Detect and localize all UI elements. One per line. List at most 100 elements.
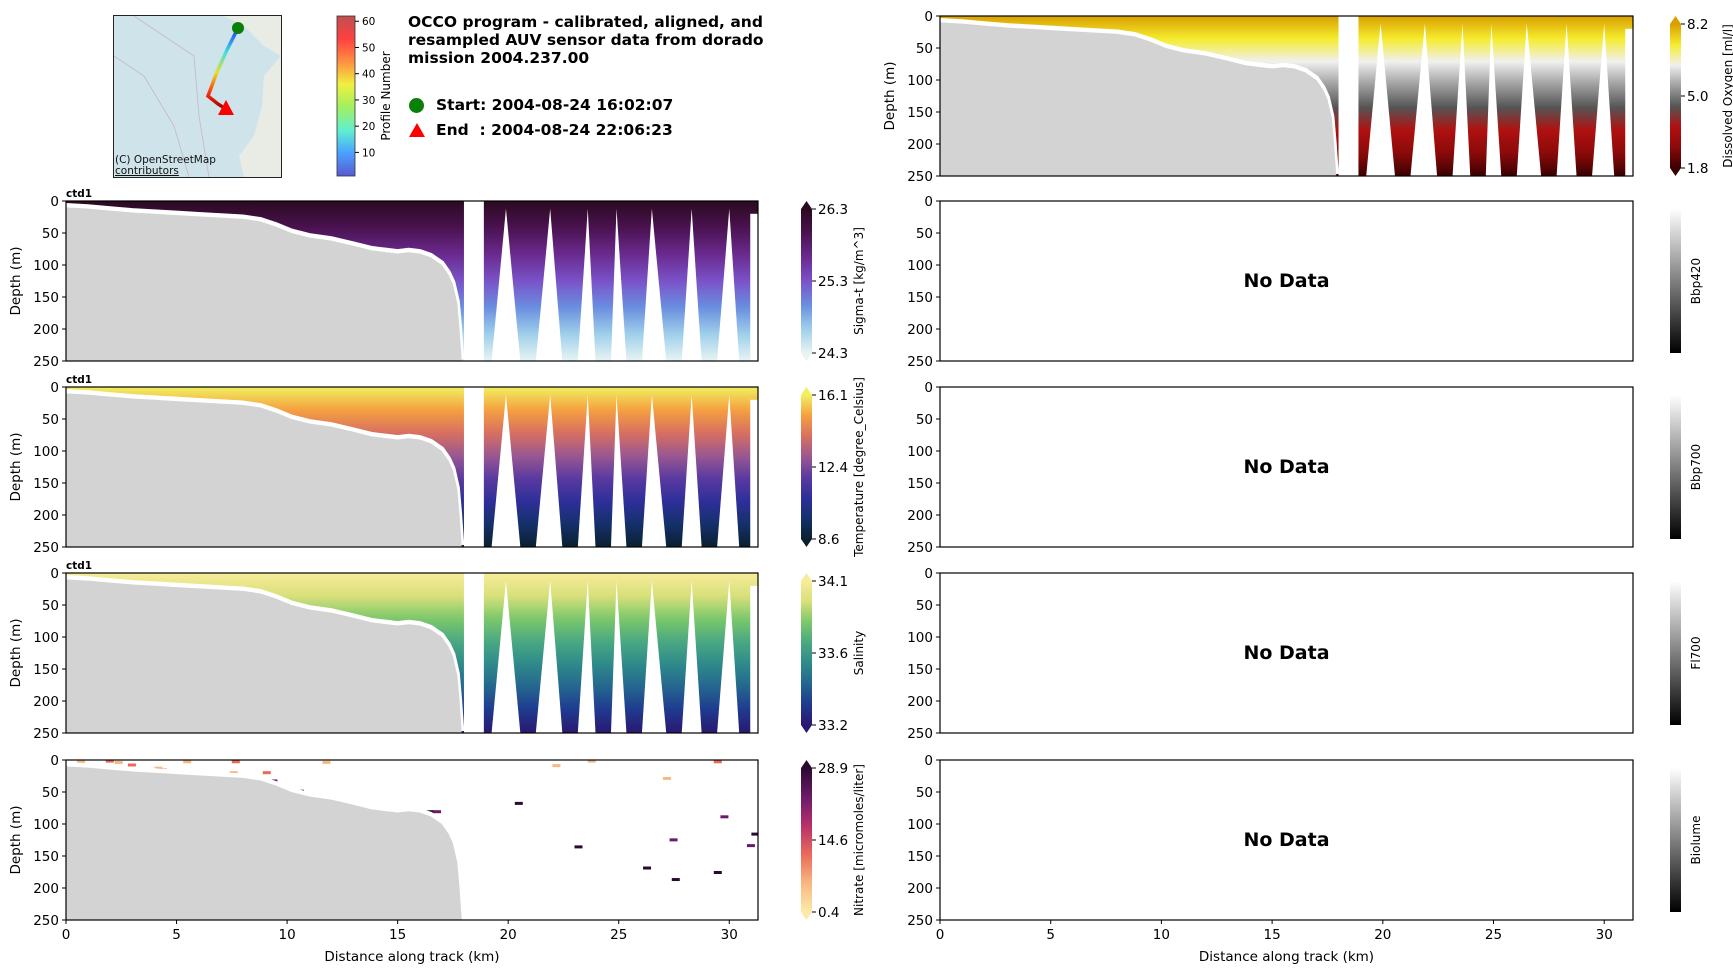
y-tick-label: 100 (33, 817, 59, 833)
no-data-label: No Data (1243, 642, 1329, 664)
y-tick-label: 200 (907, 694, 933, 710)
y-tick-label: 50 (916, 785, 933, 801)
colorbar-extend-min (1670, 168, 1681, 176)
colorbar-fl700: Fl700 (1670, 581, 1703, 725)
nitrate-sample (669, 838, 678, 842)
axes-frame (939, 200, 1634, 362)
x-tick-label: 30 (721, 927, 738, 943)
nitrate-sample (514, 801, 523, 805)
y-tick-label: 50 (42, 598, 59, 614)
colorbar-salinity: 34.1 33.6 33.2 Salinity (801, 573, 866, 734)
profile-gap (1592, 23, 1615, 176)
y-tick-label: 150 (33, 476, 59, 492)
colorbar-tick-label: 24.3 (818, 346, 848, 362)
y-tick-label: 200 (33, 322, 59, 338)
track-map: (C) OpenStreetMap contributors (113, 15, 282, 178)
colorbar-gradient (1670, 581, 1681, 725)
nitrate-sample (154, 766, 163, 770)
map-credit-line1: (C) OpenStreetMap (115, 154, 216, 166)
colorbar-label: Nitrate [micromoles/liter] (852, 764, 866, 916)
panel-label: ctd1 (66, 560, 92, 572)
panel-dissolved_oxygen: 0 50 100 150 200 250 Depth (m) 8.2 5.0 1.8 Dissolv… (882, 9, 1733, 185)
axes-frame (939, 386, 1634, 548)
nitrate-sample (662, 776, 671, 780)
colorbar-extend-min (801, 539, 812, 547)
y-tick-label: 200 (907, 137, 933, 153)
colorbar-label: Temperature [degree_Celsius] (852, 377, 866, 558)
colorbar-nitrate: 28.9 14.6 0.4 Nitrate [micromoles/liter] (801, 760, 866, 921)
colorbar-tick-label: 12.4 (818, 460, 848, 476)
profile-gap (1625, 28, 1633, 176)
y-tick-label: 50 (916, 598, 933, 614)
colorbar-tick-label: 26.3 (818, 202, 848, 218)
colorbar-label: Sigma-t [kg/m^3] (852, 227, 866, 335)
nitrate-sample (77, 760, 86, 764)
y-tick-label: 100 (907, 630, 933, 646)
y-tick-label: 100 (33, 258, 59, 274)
y-tick-label: 0 (50, 753, 59, 769)
y-tick-label: 100 (33, 630, 59, 646)
x-tick-label: 20 (500, 927, 517, 943)
profile-gap (535, 580, 563, 733)
plot-area (66, 573, 758, 733)
auv-track (205, 27, 240, 111)
y-tick-label: 250 (33, 913, 59, 929)
nitrate-sample (713, 871, 722, 874)
nitrate-sample (574, 845, 583, 849)
y-tick-label: 0 (924, 380, 933, 396)
profile-colorbar-gradient (336, 15, 356, 177)
profile-gap (491, 394, 521, 547)
x-tick-label: 15 (1264, 927, 1281, 943)
x-tick-label: 10 (278, 927, 295, 943)
map-credit: (C) OpenStreetMap contributors (115, 155, 216, 177)
plot-area (66, 760, 758, 920)
bathymetry-margin (66, 761, 465, 919)
colorbar-label: Salinity (852, 631, 866, 675)
start-dot-icon (409, 98, 424, 113)
colorbar-bbp700: Bbp700 (1670, 395, 1703, 539)
bathymetry-margin (66, 574, 465, 732)
profile-gap (1516, 23, 1542, 176)
x-tick-label: 10 (1153, 927, 1170, 943)
profile-gap (681, 580, 702, 733)
profile-gap (1338, 16, 1359, 176)
x-tick-label: 0 (62, 927, 71, 943)
nitrate-sample (183, 760, 192, 764)
seafloor-bathymetry (66, 766, 462, 920)
x-tick-label: 20 (1374, 927, 1391, 943)
y-tick-label: 50 (916, 41, 933, 57)
y-tick-label: 150 (907, 290, 933, 306)
colorbar-extend-max (801, 760, 812, 768)
nitrate-sample (262, 771, 271, 775)
colorbar-gradient (1670, 395, 1681, 539)
colorbar-tick-label: 28.9 (818, 761, 848, 777)
no-data-label: No Data (1243, 829, 1329, 851)
profile-colorbar: 10 20 30 40 50 60 Profile Number (336, 15, 393, 177)
nitrate-sample (229, 771, 238, 775)
colorbar-extend-max (801, 387, 812, 395)
x-tick-label: 5 (172, 927, 181, 943)
profile-gap (535, 208, 563, 361)
seafloor-bathymetry (940, 22, 1337, 176)
y-tick-label: 250 (907, 726, 933, 742)
colorbar-gradient (801, 581, 812, 725)
y-axis-label: Depth (m) (8, 246, 24, 315)
y-tick-label: 100 (907, 444, 933, 460)
profile-gap (463, 573, 484, 733)
axes-frame (939, 15, 1634, 177)
y-tick-label: 100 (907, 817, 933, 833)
colorbar-tick-label: 10 (362, 147, 375, 159)
nitrate-sample (720, 815, 729, 819)
boundary-line (133, 16, 210, 177)
nitrate-sample (127, 763, 136, 767)
y-tick-label: 150 (33, 849, 59, 865)
colorbar-label: Biolume (1689, 816, 1703, 865)
y-tick-label: 200 (907, 322, 933, 338)
x-tick-label: 25 (610, 927, 627, 943)
profile-gap (491, 580, 521, 733)
colorbar-tick-label: 50 (362, 42, 375, 54)
y-tick-label: 250 (33, 726, 59, 742)
y-tick-label: 100 (33, 444, 59, 460)
colorbar-tick-label: 33.2 (818, 718, 848, 734)
axes-frame (65, 759, 759, 921)
